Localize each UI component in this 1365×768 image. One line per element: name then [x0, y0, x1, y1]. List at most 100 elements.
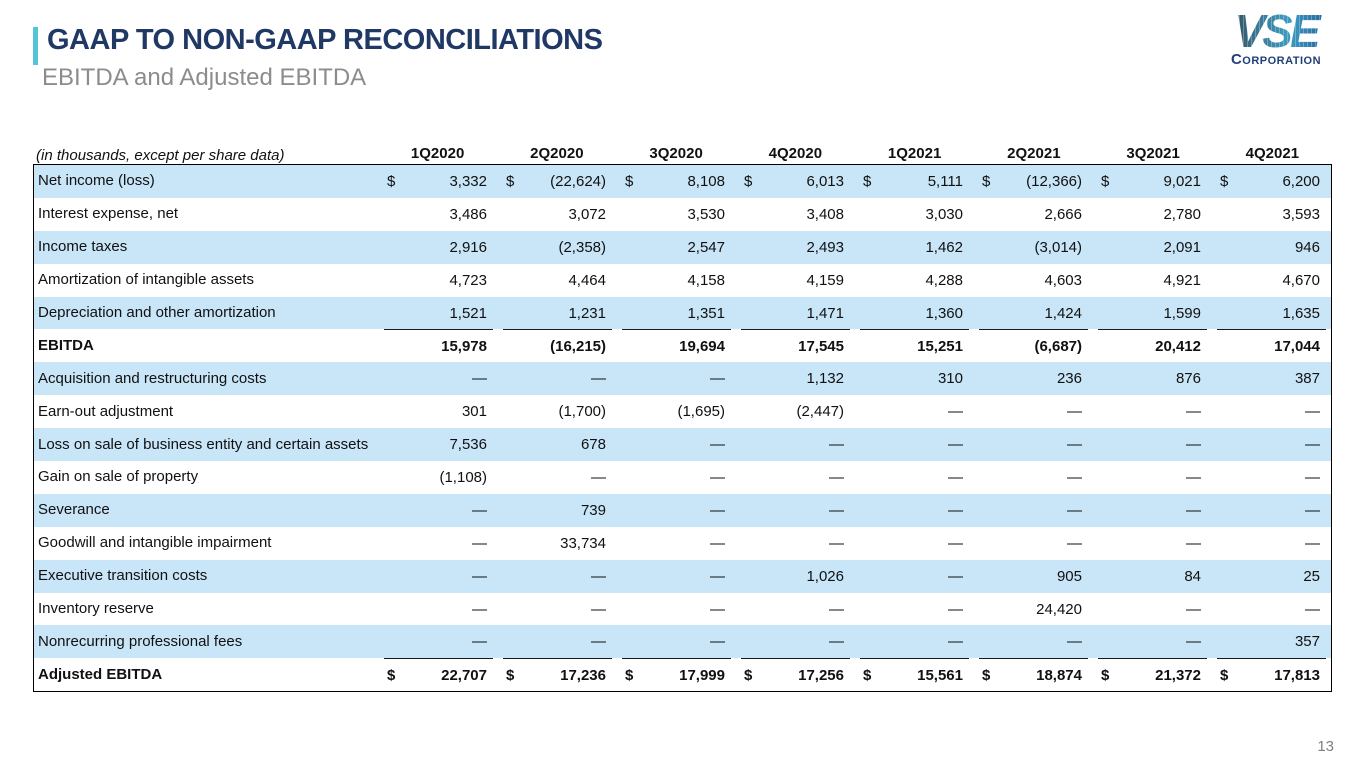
- value-cell: 310: [860, 362, 969, 395]
- value-cell: 2,493: [741, 231, 850, 264]
- cell-value: 4,158: [687, 271, 725, 289]
- column-header-4q2020: 4Q2020: [768, 145, 823, 162]
- value-cell: 3,530: [622, 198, 731, 231]
- cell-value: —: [1067, 403, 1082, 421]
- cell-value: —: [710, 370, 725, 388]
- cell-value: —: [1305, 534, 1320, 552]
- cell-value: —: [472, 370, 487, 388]
- table-row: Inventory reserve — — — — — 24,420 — —: [34, 593, 1331, 626]
- value-cell: 3,030: [860, 198, 969, 231]
- value-cell: $18,874: [979, 658, 1088, 691]
- value-cell: 15,251: [860, 329, 969, 362]
- cell-value: 1,351: [687, 304, 725, 322]
- cell-value: 9,021: [1163, 172, 1201, 190]
- cell-value: 15,978: [441, 337, 487, 355]
- value-cell: —: [384, 593, 493, 626]
- cell-value: (22,624): [550, 172, 606, 190]
- value-cell: —: [741, 593, 850, 626]
- cell-value: —: [591, 468, 606, 486]
- row-label: Severance: [38, 501, 110, 519]
- value-cell: 3,072: [503, 198, 612, 231]
- cell-value: 4,921: [1163, 271, 1201, 289]
- value-cell: 84: [1098, 560, 1207, 593]
- cell-value: 3,486: [449, 205, 487, 223]
- cell-value: 8,108: [687, 172, 725, 190]
- value-cell: —: [1098, 461, 1207, 494]
- cell-value: —: [948, 468, 963, 486]
- value-cell: —: [384, 560, 493, 593]
- page-number: 13: [1317, 738, 1334, 755]
- value-cell: 4,723: [384, 264, 493, 297]
- cell-value: (2,447): [796, 403, 844, 421]
- cell-value: 6,200: [1282, 172, 1320, 190]
- cell-value: —: [1305, 600, 1320, 618]
- cell-value: —: [1186, 600, 1201, 618]
- column-header-2q2020: 2Q2020: [530, 145, 584, 162]
- value-cell: 7,536: [384, 428, 493, 461]
- value-cell: —: [384, 362, 493, 395]
- value-cell: —: [979, 625, 1088, 658]
- cell-value: —: [591, 370, 606, 388]
- value-cell: 1,521: [384, 297, 493, 330]
- cell-value: 4,670: [1282, 271, 1320, 289]
- cell-value: —: [710, 633, 725, 651]
- dollar-sign: $: [744, 666, 753, 684]
- table-row: Depreciation and other amortization 1,521…: [34, 296, 1331, 330]
- value-cell: —: [1098, 527, 1207, 560]
- value-cell: (1,695): [622, 395, 731, 428]
- dollar-sign: $: [387, 666, 396, 684]
- value-cell: 2,666: [979, 198, 1088, 231]
- value-cell: 4,159: [741, 264, 850, 297]
- dollar-sign: $: [1101, 666, 1110, 684]
- cell-value: 17,236: [560, 666, 606, 684]
- table-row: Nonrecurring professional fees — — — — — — — 357: [34, 625, 1331, 659]
- slide-subtitle: EBITDA and Adjusted EBITDA: [42, 64, 367, 91]
- value-cell: —: [1217, 593, 1326, 626]
- dollar-sign: $: [625, 172, 634, 190]
- value-cell: 4,921: [1098, 264, 1207, 297]
- value-cell: $17,256: [741, 658, 850, 691]
- cell-value: —: [591, 600, 606, 618]
- cell-value: —: [710, 436, 725, 454]
- vse-logo-text: VSE: [1211, 10, 1341, 54]
- value-cell: (2,358): [503, 231, 612, 264]
- value-cell: 236: [979, 362, 1088, 395]
- value-cell: 2,780: [1098, 198, 1207, 231]
- value-cell: —: [1217, 494, 1326, 527]
- value-cell: $9,021: [1098, 165, 1207, 198]
- cell-value: —: [710, 567, 725, 585]
- cell-value: 15,251: [917, 337, 963, 355]
- cell-value: —: [1067, 534, 1082, 552]
- cell-value: 33,734: [560, 534, 606, 552]
- row-label: Amortization of intangible assets: [38, 271, 254, 289]
- value-cell: 4,288: [860, 264, 969, 297]
- cell-value: —: [829, 436, 844, 454]
- cell-value: 1,424: [1044, 304, 1082, 322]
- value-cell: 1,231: [503, 297, 612, 330]
- dollar-sign: $: [387, 172, 396, 190]
- table-row: Earn-out adjustment 301 (1,700) (1,695) (2,4…: [34, 395, 1331, 428]
- value-cell: —: [622, 593, 731, 626]
- value-cell: (6,687): [979, 329, 1088, 362]
- cell-value: —: [591, 633, 606, 651]
- cell-value: 7,536: [449, 436, 487, 454]
- cell-value: 17,044: [1274, 337, 1320, 355]
- cell-value: —: [1067, 633, 1082, 651]
- value-cell: 25: [1217, 560, 1326, 593]
- cell-value: 739: [580, 501, 606, 519]
- value-cell: $5,111: [860, 165, 969, 198]
- dollar-sign: $: [1220, 666, 1229, 684]
- row-label: Earn-out adjustment: [38, 402, 174, 420]
- value-cell: $8,108: [622, 165, 731, 198]
- value-cell: —: [860, 593, 969, 626]
- cell-value: 20,412: [1155, 337, 1201, 355]
- cell-value: 3,332: [449, 172, 487, 190]
- cell-value: 876: [1175, 370, 1201, 388]
- value-cell: —: [741, 428, 850, 461]
- value-cell: 1,360: [860, 297, 969, 330]
- value-cell: 20,412: [1098, 329, 1207, 362]
- row-label: Income taxes: [38, 238, 128, 256]
- value-cell: (2,447): [741, 395, 850, 428]
- cell-value: 4,159: [806, 271, 844, 289]
